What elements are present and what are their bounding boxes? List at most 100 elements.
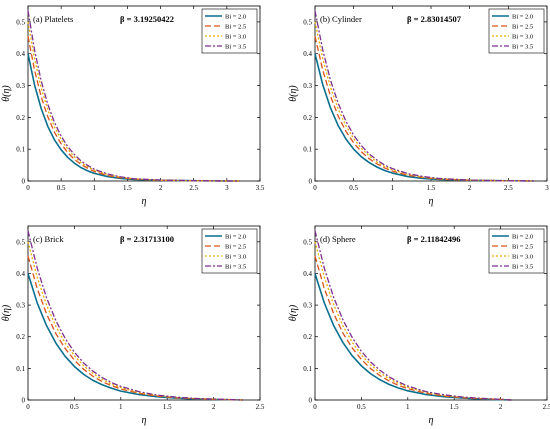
x-tick-label: 3 [545, 184, 549, 192]
x-axis-label: η [142, 415, 147, 426]
y-tick-label: 0.3 [303, 82, 312, 90]
y-tick-label: 0.3 [16, 302, 25, 310]
y-tick-label: 0.2 [303, 333, 312, 341]
x-tick-label: 0 [26, 184, 30, 192]
y-tick-label: 0.1 [16, 146, 25, 154]
y-tick-label: 0.5 [16, 238, 25, 246]
x-tick-label: 0.5 [70, 403, 79, 411]
legend-entry-3: Bi = 3.0 [512, 254, 533, 261]
beta-annotation: β = 2.11842496 [407, 234, 460, 244]
y-tick-label: 0 [309, 178, 313, 186]
y-tick-label: 0.1 [303, 146, 312, 154]
plot-frame [27, 5, 261, 182]
x-tick-label: 1 [119, 403, 123, 411]
legend-entry-3: Bi = 3.0 [225, 254, 246, 261]
panel-label: (b) Cylinder [320, 14, 362, 24]
x-tick-label: 1 [406, 403, 410, 411]
x-axis-label: η [429, 196, 434, 207]
y-tick-label: 0.4 [16, 50, 25, 58]
x-tick-label: 2 [212, 403, 216, 411]
series-line-1 [27, 273, 244, 401]
y-tick-label: 0.3 [303, 302, 312, 310]
legend-entry-1: Bi = 2.0 [512, 14, 533, 21]
y-tick-label: 0.4 [16, 270, 25, 278]
x-tick-label: 1 [93, 184, 97, 192]
y-tick-label: 0.2 [16, 333, 25, 341]
legend-entry-1: Bi = 2.0 [512, 234, 533, 241]
y-axis-label: θ(η) [1, 304, 12, 321]
x-tick-label: 2.5 [543, 403, 550, 411]
beta-annotation: β = 3.19250422 [120, 14, 174, 24]
x-tick-label: 0.5 [357, 403, 366, 411]
chart-panel-4: 0 0.5 1 1.5 2 2.5 0 0.1 0.2 0.3 0.4 0.5 η θ(η) (d) Sph… [288, 225, 550, 426]
x-axis-label: η [142, 196, 147, 207]
x-tick-label: 0 [313, 184, 317, 192]
series-line-2 [27, 255, 244, 401]
beta-annotation: β = 2.83014507 [407, 14, 462, 24]
legend-entry-2: Bi = 2.5 [225, 244, 246, 251]
series-line-3 [314, 21, 534, 182]
x-tick-label: 0 [313, 403, 317, 411]
plot-frame [27, 225, 261, 401]
x-tick-label: 2 [468, 184, 472, 192]
series-line-4 [314, 230, 512, 401]
legend-entry-4: Bi = 3.5 [512, 264, 533, 271]
y-tick-label: 0.5 [303, 18, 312, 26]
series-line-4 [27, 230, 244, 401]
x-tick-label: 2.5 [504, 184, 513, 192]
legend-entry-1: Bi = 2.0 [225, 234, 246, 241]
series-line-1 [27, 53, 240, 182]
series-line-2 [27, 36, 240, 182]
series-line-1 [314, 273, 512, 401]
panel-label: (d) Sphere [320, 234, 356, 244]
chart-panel-1: 0 0.5 1 1.5 2 2.5 3 3.5 0 0.1 0.2 0.3 0.4 0.5 η θ(η) (a)… [1, 5, 265, 207]
x-tick-label: 3.5 [256, 184, 265, 192]
legend-entry-3: Bi = 3.0 [225, 34, 246, 41]
chart-panel-2: 0 0.5 1 1.5 2 2.5 3 0 0.1 0.2 0.3 0.4 0.5 η θ(η) (b) Cy… [288, 5, 549, 207]
plot-frame [314, 225, 548, 401]
chart-panel-3: 0 0.5 1 1.5 2 2.5 0 0.1 0.2 0.3 0.4 0.5 η θ(η) (c) Bri… [1, 225, 265, 426]
series-line-2 [314, 36, 534, 182]
x-tick-label: 2 [499, 403, 503, 411]
y-tick-label: 0.2 [16, 114, 25, 122]
y-tick-label: 0.1 [303, 365, 312, 373]
panel-label: (c) Brick [33, 234, 64, 244]
legend: Bi = 2.0 Bi = 2.5 Bi = 3.0 Bi = 3.5 [201, 8, 258, 54]
x-tick-label: 1.5 [450, 403, 459, 411]
y-tick-label: 0.5 [16, 18, 25, 26]
series-line-2 [314, 255, 512, 401]
series-line-4 [314, 10, 534, 182]
x-tick-label: 1 [391, 184, 395, 192]
y-tick-label: 0.3 [16, 82, 25, 90]
panel-label: (a) Platelets [33, 14, 73, 24]
series-line-3 [27, 241, 244, 401]
x-tick-label: 1.5 [123, 184, 132, 192]
series-line-1 [314, 53, 534, 182]
y-tick-label: 0.1 [16, 365, 25, 373]
series-line-3 [314, 241, 512, 401]
x-tick-label: 2.5 [256, 403, 265, 411]
x-tick-label: 2 [159, 184, 163, 192]
legend: Bi = 2.0 Bi = 2.5 Bi = 3.0 Bi = 3.5 [201, 228, 258, 274]
x-tick-label: 0.5 [349, 184, 358, 192]
x-axis-label: η [429, 415, 434, 426]
y-tick-label: 0 [22, 397, 26, 405]
legend-entry-1: Bi = 2.0 [225, 14, 246, 21]
y-tick-label: 0.4 [303, 270, 312, 278]
y-axis-label: θ(η) [288, 304, 299, 321]
x-tick-label: 1.5 [427, 184, 436, 192]
x-tick-label: 0.5 [57, 184, 66, 192]
y-tick-label: 0.5 [303, 238, 312, 246]
legend-entry-2: Bi = 2.5 [512, 24, 533, 31]
x-tick-label: 2.5 [189, 184, 198, 192]
y-tick-label: 0.4 [303, 50, 312, 58]
x-tick-label: 1.5 [163, 403, 172, 411]
y-tick-label: 0 [22, 178, 26, 186]
legend-entry-4: Bi = 3.5 [512, 44, 533, 51]
x-tick-label: 0 [26, 403, 30, 411]
y-tick-label: 0 [309, 397, 313, 405]
y-tick-label: 0.2 [303, 114, 312, 122]
beta-annotation: β = 2.31713100 [120, 234, 174, 244]
y-axis-label: θ(η) [288, 85, 299, 102]
